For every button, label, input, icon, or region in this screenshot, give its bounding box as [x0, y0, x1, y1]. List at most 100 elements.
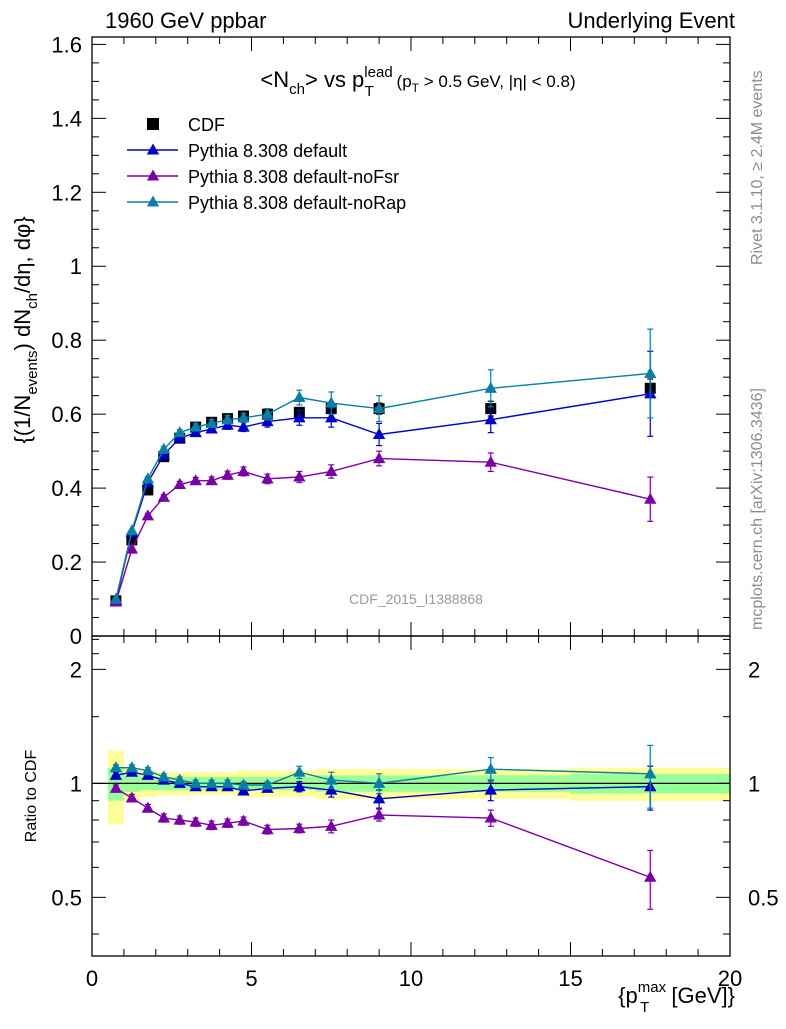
- mcplots-label: mcplots.cern.ch [arXiv:1306.3436]: [749, 388, 766, 630]
- data-point-triangle: [157, 448, 170, 460]
- ylab-sub: events: [24, 350, 41, 394]
- ratio-y-tick-label-right: 0.5: [748, 885, 779, 910]
- x-tick-label: 10: [399, 966, 423, 991]
- ratio-point-triangle: [261, 823, 274, 835]
- main-panel: 00.20.40.60.811.21.41.6<Nch> vs plead T (…: [10, 32, 731, 649]
- y-tick-label: 1: [70, 254, 82, 279]
- y-tick-label: 0.4: [51, 476, 82, 501]
- legend-entry: Pythia 8.308 default-noFsr: [188, 167, 399, 187]
- ratio-point-triangle: [644, 870, 657, 882]
- ratio-point-triangle: [372, 808, 386, 820]
- data-point-triangle: [205, 422, 218, 434]
- data-point-triangle: [372, 402, 386, 414]
- ratio-point-triangle: [293, 821, 306, 834]
- ratio-point-triangle: [205, 776, 218, 788]
- data-point-triangle: [372, 427, 386, 440]
- x-axis-label: {pmax T [GeV]}: [618, 979, 735, 1016]
- title-sub: T: [365, 83, 374, 100]
- ratio-series-2: [109, 744, 657, 809]
- ratio-point-triangle: [157, 770, 170, 782]
- ratio-point-triangle: [125, 791, 139, 803]
- ratio-point-triangle: [189, 815, 202, 827]
- data-point-triangle: [189, 426, 202, 438]
- ratio-point-triangle: [372, 792, 386, 804]
- title-sub: ch: [289, 81, 305, 98]
- data-point-triangle: [325, 464, 338, 477]
- ratio-point-triangle: [237, 778, 250, 790]
- data-point-triangle: [237, 464, 250, 477]
- data-point-triangle: [125, 542, 139, 554]
- data-point-triangle: [205, 416, 218, 428]
- ratio-point-triangle: [325, 773, 338, 785]
- ylab-part: ) dN: [10, 309, 35, 351]
- x-tick-label: 5: [245, 966, 257, 991]
- y-tick-label: 0: [70, 624, 82, 649]
- ratio-point-triangle: [221, 776, 234, 788]
- chart-title-group: <Nch> vs plead T (pT > 0.5 GeV, |η| < 0.8…: [260, 64, 575, 100]
- data-point-triangle: [372, 452, 386, 464]
- data-point-triangle: [484, 455, 497, 467]
- data-point-triangle: [221, 413, 234, 425]
- ratio-point-triangle: [293, 765, 306, 777]
- xlab-sup: max: [638, 979, 667, 996]
- ylab-sub: ch: [24, 293, 41, 309]
- ratio-point-triangle: [173, 813, 186, 825]
- xlab-part: [GeV]}: [665, 983, 735, 1008]
- ratio-point-triangle: [109, 761, 123, 773]
- x-tick-label: 15: [558, 966, 582, 991]
- data-point-triangle: [173, 477, 186, 489]
- ratio-point-triangle: [157, 811, 170, 823]
- data-point-triangle: [325, 411, 338, 423]
- data-point-square: [126, 534, 138, 546]
- ratio-point-triangle: [484, 783, 497, 795]
- ratio-point-triangle: [261, 778, 274, 790]
- ratio-point-triangle: [109, 768, 123, 780]
- title-sub: T: [412, 81, 420, 95]
- legend-marker-triangle: [146, 169, 160, 181]
- header-right: Underlying Event: [567, 8, 735, 33]
- ratio-y-tick-label: 0.5: [51, 885, 82, 910]
- ylab-part: /dη, dφ}: [10, 216, 35, 293]
- ratio-point-triangle: [205, 818, 218, 830]
- legend-entry: CDF: [188, 115, 225, 135]
- ratio-point-triangle: [325, 783, 338, 795]
- legend-entry: Pythia 8.308 default: [188, 141, 347, 161]
- data-point-triangle: [173, 431, 186, 443]
- ratio-point-triangle: [221, 816, 234, 828]
- ratio-point-triangle: [141, 801, 154, 813]
- ratio-y-tick-label-right: 2: [748, 657, 760, 682]
- ratio-y-tick-label: 1: [70, 771, 82, 796]
- y-tick-label: 1.4: [51, 106, 82, 131]
- title-part: (p: [392, 72, 412, 91]
- header-left: 1960 GeV ppbar: [105, 8, 266, 33]
- y-tick-label: 0.2: [51, 550, 82, 575]
- ratio-y-tick-label: 2: [70, 657, 82, 682]
- chart-title: <Nch> vs plead T (pT > 0.5 GeV, |η| < 0.8…: [260, 64, 575, 100]
- data-point-triangle: [109, 592, 123, 604]
- title-part: <N: [260, 67, 289, 92]
- data-point-triangle: [189, 420, 202, 432]
- title-part: > 0.5 GeV, |η| < 0.8): [419, 72, 576, 91]
- data-point-triangle: [261, 415, 274, 427]
- title-part: > vs p: [305, 67, 364, 92]
- ratio-y-tick-label-right: 1: [748, 771, 760, 796]
- ratio-point-triangle: [237, 814, 250, 826]
- data-point-triangle: [157, 490, 170, 502]
- data-point-triangle: [141, 509, 154, 521]
- data-point-triangle: [173, 426, 186, 438]
- y-tick-label: 0.8: [51, 328, 82, 353]
- series-2: [109, 450, 657, 607]
- data-point-triangle: [237, 411, 250, 423]
- data-point-triangle: [221, 468, 234, 480]
- ratio-point-triangle: [141, 764, 154, 776]
- legend-entry: Pythia 8.308 default-noRap: [188, 193, 406, 213]
- series-1: [109, 350, 657, 606]
- ratio-y-axis-label: Ratio to CDF: [23, 750, 40, 843]
- ratio-point-triangle: [644, 767, 657, 779]
- data-point-triangle: [325, 396, 338, 408]
- ratio-point-triangle: [484, 762, 497, 774]
- data-point-triangle: [644, 366, 657, 379]
- data-point-triangle: [205, 474, 218, 486]
- ratio-series-1: [109, 781, 657, 910]
